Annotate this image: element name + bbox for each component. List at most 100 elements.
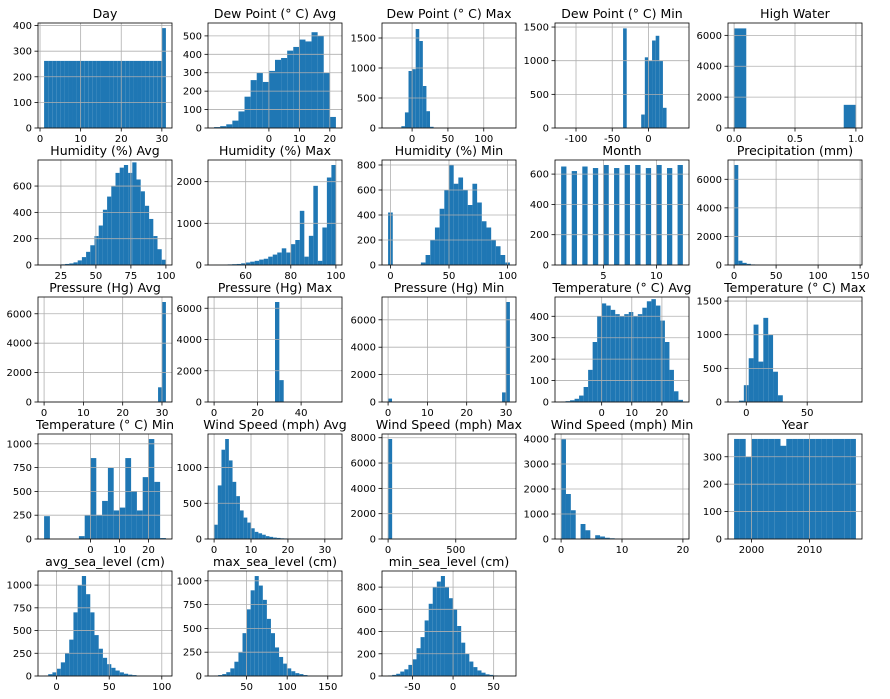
subplot-title: Humidity (%) Max xyxy=(219,143,331,158)
y-tick-label: 200 xyxy=(13,234,32,245)
subplot-title: min_sea_level (cm) xyxy=(389,554,509,569)
subplot: 25 50 75 100 0 200 400 600 Humidity (%) Avg xyxy=(13,143,176,282)
x-tick-label: 20 xyxy=(460,408,473,419)
bar xyxy=(579,395,584,402)
bar xyxy=(56,60,61,129)
bar xyxy=(132,162,137,265)
subplot: 0 10 20 30 0 2000 4000 6000 Pressure (Hg) Min xyxy=(351,280,517,419)
bar xyxy=(250,261,255,265)
y-tick-label: 1000 xyxy=(524,56,549,67)
subplot-title: Day xyxy=(93,6,118,21)
bar xyxy=(149,218,154,265)
bar xyxy=(415,29,420,128)
bar xyxy=(262,81,269,128)
y-tick-label: 0 xyxy=(196,672,202,683)
x-tick-label: 10 xyxy=(245,545,258,556)
bar xyxy=(133,60,138,129)
axes-frame xyxy=(381,159,517,266)
bar xyxy=(113,510,120,539)
bar xyxy=(113,60,118,129)
bar xyxy=(265,536,270,539)
bar xyxy=(250,80,257,128)
bar xyxy=(803,438,810,539)
axes-frame xyxy=(37,159,173,266)
y-tick-label: 8000 xyxy=(351,433,376,444)
bar xyxy=(295,673,300,676)
bar xyxy=(84,60,89,129)
bar xyxy=(424,620,429,676)
y-tick-label: 0 xyxy=(370,672,376,683)
x-tick-label: 20 xyxy=(251,408,264,419)
bar xyxy=(739,438,746,539)
axes-frame xyxy=(37,433,173,540)
x-tick-label: 20 xyxy=(115,134,128,145)
bar xyxy=(660,320,665,402)
y-tick-label: 0 xyxy=(196,124,202,135)
y-tick-label: 1500 xyxy=(351,34,376,45)
y-tick-label: 100 xyxy=(13,98,32,109)
y-tick-label: 0 xyxy=(543,261,549,272)
bar xyxy=(604,537,610,539)
subplot: -50 0 50 0 200 400 600 800 min_sea_level (cm) xyxy=(357,554,517,693)
bar xyxy=(65,263,70,265)
bar xyxy=(449,598,454,676)
axes-frame xyxy=(727,159,863,266)
y-tick-label: 1000 xyxy=(697,330,722,341)
bar xyxy=(809,438,816,539)
y-tick-label: 3000 xyxy=(524,460,549,471)
subplot: 0 20 40 0 2000 4000 6000 Pressure (Hg) Max xyxy=(177,280,343,419)
bar xyxy=(773,371,778,402)
x-tick-label: 0 xyxy=(37,134,43,145)
bar xyxy=(624,165,630,265)
bar xyxy=(489,674,494,676)
x-tick-label: 20 xyxy=(656,408,669,419)
bar xyxy=(243,517,248,539)
bar xyxy=(73,262,78,265)
bar xyxy=(132,675,137,676)
bar xyxy=(48,60,53,129)
axes-frame xyxy=(727,296,863,403)
x-tick-label: 20 xyxy=(323,134,336,145)
bar xyxy=(96,60,101,129)
bar xyxy=(734,438,740,539)
x-tick-label: 100 xyxy=(474,134,493,145)
y-tick-label: 4000 xyxy=(177,335,202,346)
bar xyxy=(259,259,264,265)
bar xyxy=(570,510,576,539)
bar xyxy=(115,670,120,676)
y-tick-label: 200 xyxy=(183,87,202,98)
bar xyxy=(465,653,470,676)
bar xyxy=(652,40,656,128)
y-tick-label: 600 xyxy=(13,182,32,193)
x-tick-label: 30 xyxy=(318,545,331,556)
bar xyxy=(154,481,161,539)
bar xyxy=(90,245,95,265)
bar xyxy=(426,111,431,128)
y-tick-label: 1000 xyxy=(7,581,32,592)
bar xyxy=(477,670,482,676)
bar xyxy=(826,438,833,539)
bar xyxy=(481,672,486,676)
y-tick-label: 4000 xyxy=(697,62,722,73)
bar xyxy=(656,165,662,265)
bar xyxy=(136,510,143,539)
y-tick-label: 500 xyxy=(13,626,32,637)
bar xyxy=(270,633,275,676)
bar xyxy=(268,256,273,265)
bar xyxy=(838,438,845,539)
bar xyxy=(94,236,99,265)
y-tick-label: 400 xyxy=(530,312,549,323)
bar xyxy=(603,165,609,265)
bar xyxy=(408,664,413,676)
bar xyxy=(666,168,673,265)
y-tick-label: 0 xyxy=(543,124,549,135)
subplot-title: Temperature (° C) Avg xyxy=(552,280,692,295)
y-tick-label: 0 xyxy=(543,535,549,546)
y-tick-label: 200 xyxy=(530,230,549,241)
bar xyxy=(262,599,267,676)
x-tick-label: 50 xyxy=(442,134,455,145)
bar xyxy=(850,438,856,539)
subplot-title: Temperature (° C) Max xyxy=(723,280,866,295)
